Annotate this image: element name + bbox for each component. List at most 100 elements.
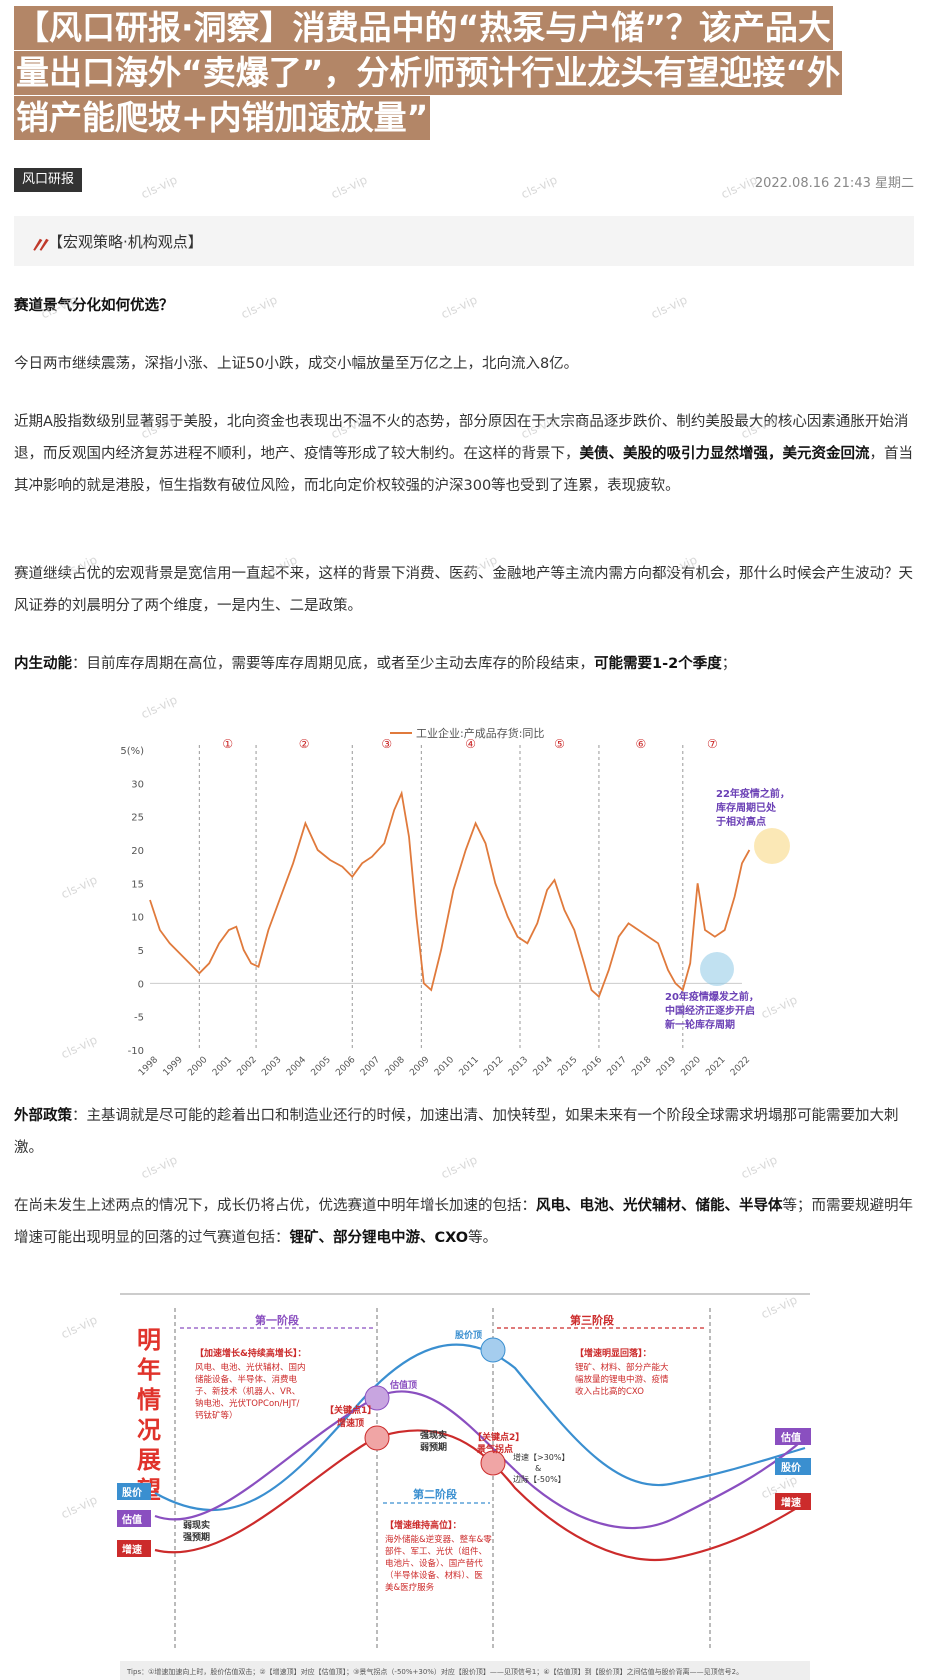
paragraph-1: 今日两市继续震荡，深指小涨、上证50小跌，成交小幅放量至万亿之上，北向流入8亿。	[14, 356, 579, 372]
box3-lines: 锂矿、材料、部分产能大 幅放量的锂电中游、疫情 收入占比高的CXO	[575, 1362, 669, 1397]
paragraph-2-text-a: 近期A股指数级别显著弱于美股，北向资金也表现出不温不火的态势，部分原因在于大宗商…	[14, 414, 909, 462]
chart1-y-tick: 35(%)	[120, 746, 144, 757]
watermark-text: cls-vip	[58, 1312, 100, 1342]
side-title-char-4: 况	[137, 1416, 161, 1444]
chart1-y-tick: -10	[128, 1046, 144, 1057]
inflection-marker	[480, 1450, 506, 1476]
side-title: 明 年 情 况 展 望	[137, 1326, 161, 1504]
marker-strong-reality: 强现实	[420, 1429, 447, 1441]
paragraph-2: 近期A股指数级别显著弱于美股，北向资金也表现出不温不火的态势，部分原因在于大宗商…	[14, 406, 914, 502]
watermark-text: cls-vip	[58, 1032, 100, 1062]
box2-line-5: 美&医疗服务	[385, 1582, 435, 1593]
paragraph-6-text-e: 等。	[468, 1230, 498, 1246]
box4-line-1: 增速【>30%】	[513, 1452, 569, 1462]
annotation-top-line-3: 于相对高点	[716, 815, 766, 828]
tips-text: Tips：①增速加速向上时，股价估值双击；②【增速顶】对应【估值顶】；③景气拐点…	[126, 1667, 743, 1676]
chart1-x-tick: 2010	[433, 1055, 456, 1078]
chart1-y-tick: 5	[138, 946, 144, 957]
box3-line-2: 幅放量的锂电中游、疫情	[575, 1374, 669, 1385]
growth-top-marker	[364, 1425, 390, 1451]
curve-stock-price	[154, 1343, 806, 1511]
tips-bar	[120, 1661, 810, 1680]
chart1-x-tick: 2009	[408, 1055, 431, 1078]
chart1-x-tick: 1999	[162, 1055, 185, 1078]
curve-growth	[154, 1429, 806, 1561]
section-heading: 【宏观策略·机构观点】	[48, 233, 203, 251]
chart1-y-tick: 20	[131, 846, 144, 857]
valuation-top-marker	[364, 1385, 390, 1411]
paragraph-5-lead: 外部政策	[14, 1108, 72, 1124]
label-right-growth-bg	[775, 1493, 811, 1510]
article-title: 【风口研报·洞察】消费品中的“热泵与户储”？该产品大 量出口海外“卖爆了”，分析…	[14, 6, 914, 141]
paragraph-4: 内生动能：目前库存周期在高位，需要等库存周期见底，或者至少主动去库存的阶段结束，…	[14, 648, 914, 680]
side-title-char-3: 情	[137, 1386, 161, 1414]
box1-line-2: 储能设备、半导体、消费电	[195, 1374, 298, 1385]
paragraph-3: 赛道继续占优的宏观背景是宽信用一直起不来，这样的背景下消费、医药、金融地产等主流…	[14, 566, 913, 614]
paragraph-4-lead: 内生动能	[14, 656, 72, 672]
right-labels: 估值 股价 增速	[775, 1428, 811, 1510]
watermark-text: cls-vip	[58, 872, 100, 902]
phase-3-label: 第三阶段	[570, 1313, 614, 1327]
chart1-cycle-label: ③	[381, 737, 392, 751]
highlight-circle-2022	[754, 828, 790, 864]
box4-line-3: 边际【-50%】	[513, 1474, 566, 1484]
chart1-y-tick: 10	[131, 913, 144, 924]
chart1-x-tick: 2020	[680, 1055, 703, 1078]
quote-mark-icon: 〃	[28, 234, 51, 259]
marker-weak-expectation: 弱预期	[420, 1441, 447, 1453]
outlook-diagram: 明 年 情 况 展 望 第一阶段 第三阶段 第二阶段 估值顶 股价顶 【关键点1…	[117, 1293, 811, 1680]
paragraph-2-bold: 美债、美股的吸引力显然增强，美元资金回流	[579, 446, 870, 462]
chart1-y-tick: 0	[138, 979, 144, 990]
publish-date: 2022.08.16 21:43 星期二	[754, 176, 914, 191]
annotation-bottom-line-3: 新一轮库存周期	[665, 1018, 735, 1031]
chart1-cycle-label: ⑦	[707, 737, 718, 751]
chart1-y-axis: 35(%) 30 25 20 15 10 5 0 -5 -10	[120, 746, 144, 1057]
chart1-x-tick: 2012	[482, 1055, 505, 1078]
box2-line-2: 部件、军工、光伏（组件、	[385, 1546, 487, 1557]
left-labels: 股价 估值 增速	[117, 1483, 151, 1557]
chart1-cycle-label: ⑥	[635, 737, 646, 751]
box3-title: 【增速明显回落】：	[575, 1347, 652, 1359]
box1-title: 【加速增长&持续高增长】：	[195, 1347, 306, 1359]
stock-top-marker	[480, 1337, 506, 1363]
annotation-top-line-2: 库存周期已处	[716, 801, 777, 814]
chart1-x-tick: 2002	[236, 1055, 259, 1078]
section-quote-box: 〃 【宏观策略·机构观点】	[14, 216, 914, 266]
chart1-annotation-top: 22年疫情之前， 库存周期已处 于相对高点	[716, 787, 790, 828]
annotation-bottom-line-2: 中国经济正逐步开启	[665, 1004, 755, 1017]
category-tag[interactable]: 风口研报	[14, 168, 83, 192]
label-right-valuation-bg	[775, 1428, 811, 1445]
chart1-x-tick: 2016	[581, 1055, 604, 1078]
paragraph-6: 在尚未发生上述两点的情况下，成长仍将占优，优选赛道中明年增长加速的包括：风电、电…	[14, 1190, 914, 1254]
marker-inflection: 景气拐点	[477, 1443, 513, 1455]
phase-1-label: 第一阶段	[255, 1313, 299, 1327]
chart1-x-tick: 1998	[137, 1055, 160, 1078]
chart1-cycle-label: ①	[222, 737, 233, 751]
box1-line-4: 钠电池、光伏TOPCon/HJT/	[195, 1398, 299, 1409]
box1-lines: 风电、电池、光伏辅材、国内 储能设备、半导体、消费电 子、新技术（机器人、VR、…	[195, 1362, 306, 1421]
chart1-x-tick: 2015	[556, 1055, 579, 1078]
chart1-x-tick: 2018	[630, 1055, 653, 1078]
chart1-series-line	[149, 790, 751, 999]
highlight-circle-2019	[700, 952, 734, 986]
chart1-x-tick: 2001	[211, 1055, 234, 1078]
box2-line-3: 电池片、设备）、国产替代	[385, 1558, 483, 1569]
side-title-char-1: 明	[137, 1326, 161, 1354]
phase-2-label: 第二阶段	[413, 1487, 457, 1501]
box2-line-1: 海外储能&逆变器、整车&零	[385, 1534, 492, 1545]
box2-line-4: （半导体设备、材料）、医	[385, 1570, 483, 1581]
label-left-price: 股价	[122, 1487, 143, 1499]
paragraph-6-text-c: 等；而需要规避明年增速可能出现明显的回落的过气赛道包括：	[14, 1198, 913, 1246]
marker-strong-expectation: 强预期	[183, 1531, 210, 1543]
chart1-annotation-bottom: 20年疫情爆发之前， 中国经济正逐步开启 新一轮库存周期	[665, 990, 759, 1031]
marker-keypoint-1: 【关键点1】	[325, 1404, 376, 1416]
chart1-x-tick: 2014	[532, 1055, 555, 1078]
annotation-bottom-line-1: 20年疫情爆发之前，	[665, 990, 759, 1003]
paragraph-4-end: ；	[721, 656, 737, 672]
chart1-x-tick: 2021	[704, 1055, 727, 1078]
label-right-price-bg	[775, 1458, 811, 1475]
chart1-x-tick: 2003	[260, 1055, 283, 1078]
box4-line-2: &	[535, 1464, 541, 1473]
box1-line-1: 风电、电池、光伏辅材、国内	[195, 1362, 306, 1373]
